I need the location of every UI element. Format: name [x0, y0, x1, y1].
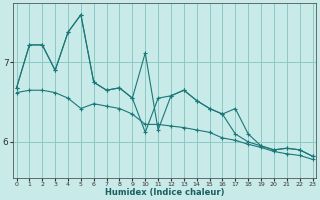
X-axis label: Humidex (Indice chaleur): Humidex (Indice chaleur) — [105, 188, 224, 197]
